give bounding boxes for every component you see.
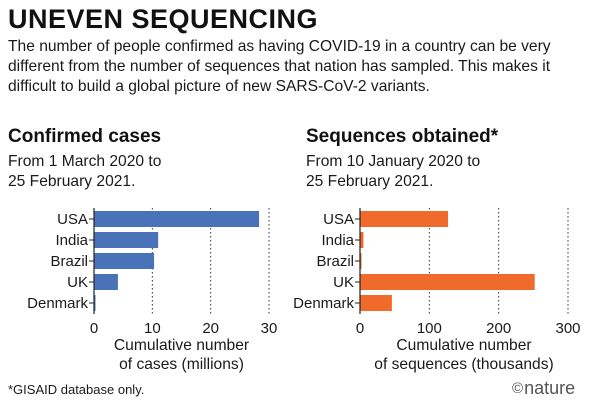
sequences-category-label: Denmark — [293, 295, 354, 312]
sequences-panel-title: Sequences obtained* — [306, 126, 499, 147]
cases-subtitle-line1: From 1 March 2020 to — [8, 153, 162, 170]
sequences-category-label: USA — [323, 211, 354, 228]
sequences-axis-title-line2: of sequences (thousands) — [374, 356, 553, 373]
sequences-subtitle-line1: From 10 January 2020 to — [306, 153, 481, 170]
footnote: *GISAID database only. — [8, 382, 145, 397]
nature-logo-text: nature — [524, 378, 576, 398]
sequences-tick-label: 200 — [486, 320, 511, 337]
sequences-tick-label: 100 — [417, 320, 442, 337]
cases-panel-subtitle: From 1 March 2020 to 25 February 2021. — [8, 152, 161, 192]
sequences-bar-denmark — [360, 295, 392, 311]
sequences-category-label: UK — [333, 274, 354, 291]
chart-title: UNEVEN SEQUENCING — [8, 4, 319, 34]
cases-bar-uk — [94, 274, 118, 290]
cases-category-label: USA — [57, 211, 88, 228]
sequences-category-label: Brazil — [316, 253, 354, 270]
cases-axis-title-line2: of cases (millions) — [119, 356, 244, 373]
nature-logo: ©nature — [512, 378, 575, 399]
cases-category-label: India — [55, 232, 88, 249]
sequences-bar-india — [360, 232, 364, 248]
cases-tick-label: 20 — [202, 320, 219, 337]
sequences-bar-brazil — [360, 253, 362, 269]
cases-bar-brazil — [94, 253, 155, 269]
sequences-bar-uk — [360, 274, 535, 290]
sequences-bar-usa — [360, 211, 449, 227]
cases-bar-india — [94, 232, 159, 248]
intro-text: The number of people confirmed as having… — [8, 38, 551, 95]
sequences-axis-title-line1: Cumulative number — [396, 337, 531, 354]
cases-bar-denmark — [94, 295, 96, 311]
cases-tick-label: 30 — [261, 320, 278, 337]
copyright-symbol: © — [512, 380, 524, 397]
cases-tick-label: 0 — [90, 320, 98, 337]
cases-category-label: Denmark — [27, 295, 88, 312]
sequences-tick-label: 0 — [356, 320, 364, 337]
cases-category-label: UK — [67, 274, 88, 291]
sequences-tick-label: 300 — [555, 320, 580, 337]
cases-tick-label: 10 — [144, 320, 161, 337]
sequences-category-label: India — [321, 232, 354, 249]
cases-category-label: Brazil — [50, 253, 88, 270]
sequences-subtitle-line2: 25 February 2021. — [306, 173, 434, 190]
sequences-panel-subtitle: From 10 January 2020 to 25 February 2021… — [306, 152, 480, 192]
cases-panel-title: Confirmed cases — [8, 126, 162, 147]
cases-bar-usa — [94, 211, 260, 227]
cases-axis-title-line1: Cumulative number — [114, 337, 249, 354]
cases-subtitle-line2: 25 February 2021. — [8, 173, 136, 190]
